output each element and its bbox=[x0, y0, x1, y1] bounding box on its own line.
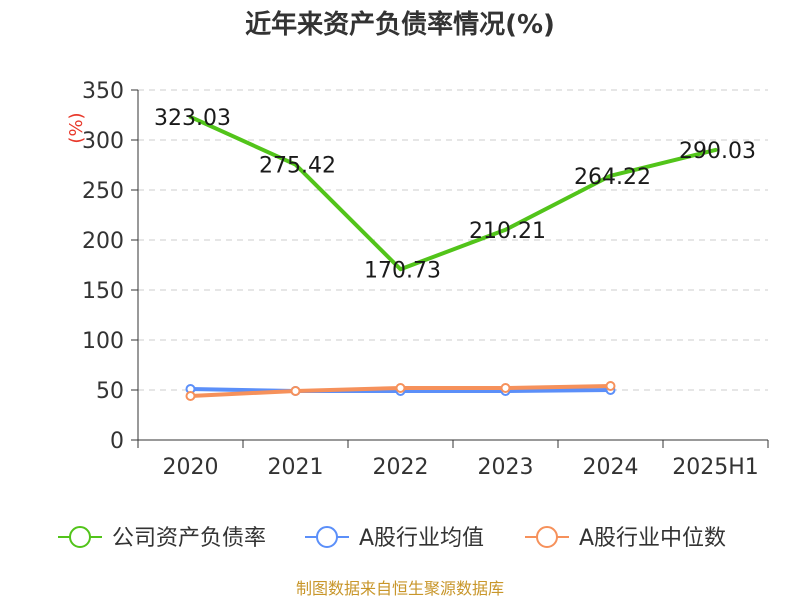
x-tick-label: 2020 bbox=[163, 455, 219, 480]
data-label: 290.03 bbox=[679, 139, 756, 164]
y-tick-label: 250 bbox=[82, 179, 124, 204]
x-tick-label: 2022 bbox=[373, 455, 429, 480]
legend-swatch-marker bbox=[69, 526, 91, 548]
legend-swatch-marker bbox=[316, 526, 338, 548]
legend-item: A股行业均值 bbox=[305, 526, 484, 551]
data-point bbox=[395, 383, 406, 393]
data-label: 264.22 bbox=[574, 165, 651, 190]
series-layer bbox=[185, 114, 718, 401]
x-tick-label: 2021 bbox=[268, 455, 324, 480]
chart-title: 近年来资产负债率情况(%) bbox=[245, 9, 555, 40]
legend-label: A股行业中位数 bbox=[579, 526, 726, 551]
series-0 bbox=[188, 114, 718, 272]
legend: 公司资产负债率 A股行业均值 A股行业中位数 bbox=[58, 526, 726, 551]
legend-swatch-marker bbox=[536, 526, 558, 548]
data-label: 275.42 bbox=[259, 154, 336, 179]
source-note: 制图数据来自恒生聚源数据库 bbox=[296, 579, 504, 598]
y-tick-label: 100 bbox=[82, 329, 124, 354]
y-tick-label: 350 bbox=[82, 79, 124, 104]
y-tick-label: 50 bbox=[96, 379, 124, 404]
data-point bbox=[605, 381, 616, 391]
y-tick-label: 0 bbox=[110, 429, 124, 454]
data-point bbox=[185, 391, 196, 401]
data-labels: 323.03 275.42 170.73 210.21 264.22 290.03 bbox=[154, 106, 756, 283]
legend-label: 公司资产负债率 bbox=[112, 526, 266, 551]
x-tick-label: 2025H1 bbox=[672, 455, 759, 480]
legend-item: A股行业中位数 bbox=[525, 526, 726, 551]
y-tick-label: 150 bbox=[82, 279, 124, 304]
y-axis-unit-label: (%) bbox=[66, 112, 87, 143]
series-2 bbox=[185, 381, 616, 401]
data-point bbox=[500, 383, 511, 393]
data-label: 323.03 bbox=[154, 106, 231, 131]
data-point bbox=[290, 386, 301, 396]
series-line bbox=[188, 114, 718, 272]
y-tick-label: 200 bbox=[82, 229, 124, 254]
x-tick-label: 2024 bbox=[583, 455, 639, 480]
y-tick-label: 300 bbox=[82, 129, 124, 154]
data-label: 210.21 bbox=[469, 219, 546, 244]
x-tick-label: 2023 bbox=[478, 455, 534, 480]
data-label: 170.73 bbox=[364, 258, 441, 283]
legend-item: 公司资产负债率 bbox=[58, 526, 266, 551]
axes: 0 50 100 150 200 250 300 350 2020 2021 2022 2023 202… bbox=[82, 79, 769, 480]
legend-label: A股行业均值 bbox=[359, 526, 484, 551]
